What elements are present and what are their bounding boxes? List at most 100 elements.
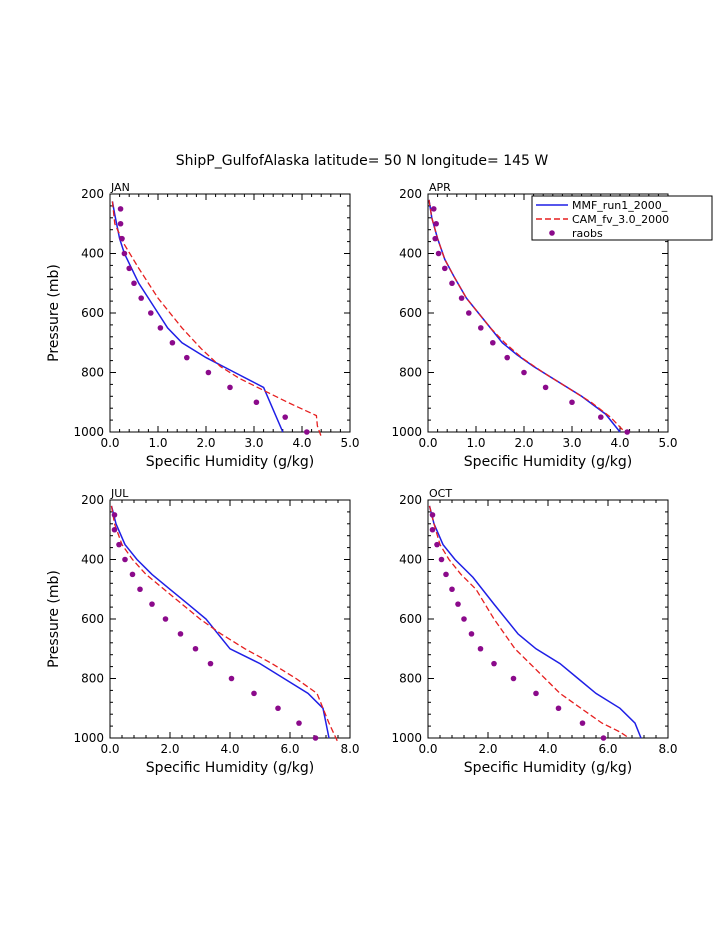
- raobs-point: [466, 310, 472, 316]
- raobs-point: [449, 280, 455, 287]
- raobs-point: [253, 399, 260, 406]
- raobs-point: [131, 280, 137, 287]
- raobs-point: [184, 354, 190, 361]
- raobs-point: [312, 735, 319, 741]
- x-tick-label: 6.0: [598, 742, 617, 756]
- y-axis-title: Pressure (mb): [46, 570, 62, 668]
- x-tick-label: 0.0: [418, 742, 437, 756]
- y-tick-label: 200: [81, 187, 104, 201]
- y-tick-label: 800: [81, 366, 104, 380]
- cam-series-line: [428, 505, 630, 739]
- raobs-point: [455, 601, 461, 607]
- x-tick-label: 2.0: [196, 436, 215, 450]
- y-tick-label: 800: [399, 672, 422, 686]
- raobs-point: [432, 235, 439, 242]
- cam-series-line: [111, 201, 322, 437]
- x-tick-label: 6.0: [280, 742, 299, 756]
- x-tick-label: 4.0: [610, 436, 629, 450]
- panel-label: JAN: [110, 181, 130, 194]
- y-tick-label: 600: [81, 306, 104, 320]
- raobs-point: [478, 325, 484, 331]
- panel-jul: 0.0 2.0 4.0 6.0 8.0 200 400 600 800 1000 JUL Specif…: [46, 487, 360, 776]
- raobs-point: [111, 512, 118, 518]
- x-tick-label: 0.0: [418, 436, 437, 450]
- mmf-series-line: [428, 505, 642, 739]
- raobs-point: [461, 616, 467, 622]
- x-axis-title: Specific Humidity (g/kg): [464, 454, 632, 470]
- raobs-point: [435, 250, 442, 257]
- raobs-point: [510, 675, 517, 682]
- raobs-point: [251, 690, 257, 697]
- cam-series-line: [110, 505, 339, 743]
- panel-oct: 0.0 2.0 4.0 6.0 8.0 200 400 600 800 1000 OCT Specif…: [391, 487, 677, 776]
- raobs-point: [117, 206, 124, 212]
- y-tick-label: 800: [399, 366, 422, 380]
- raobs-point: [282, 414, 289, 420]
- raobs-point: [192, 645, 199, 652]
- raobs-point: [275, 705, 281, 712]
- raobs-point: [122, 556, 128, 563]
- y-tick-label: 1000: [391, 731, 422, 745]
- cam-series-line: [428, 199, 626, 433]
- y-tick-label: 600: [399, 306, 422, 320]
- x-axis-title: Specific Humidity (g/kg): [464, 760, 632, 776]
- x-tick-label: 8.0: [340, 742, 359, 756]
- raobs-point: [458, 295, 465, 301]
- legend-label: MMF_run1_2000_: [572, 199, 668, 212]
- mmf-series-line: [110, 505, 330, 739]
- x-tick-label: 2.0: [514, 436, 533, 450]
- raobs-point: [442, 265, 448, 272]
- y-axis-title: Pressure (mb): [46, 264, 62, 362]
- y-tick-label: 400: [81, 553, 104, 567]
- raobs-point: [116, 541, 122, 548]
- x-tick-label: 1.0: [466, 436, 485, 450]
- y-tick-label: 400: [399, 247, 422, 261]
- y-tick-label: 1000: [73, 425, 104, 439]
- x-tick-label: 0.0: [100, 742, 119, 756]
- raobs-point: [542, 384, 549, 391]
- raobs-point: [490, 339, 496, 346]
- raobs-point: [491, 660, 497, 667]
- raobs-point: [304, 429, 310, 435]
- raobs-point: [228, 675, 235, 682]
- raobs-point: [504, 354, 511, 361]
- raobs-point: [111, 526, 118, 533]
- plot-frame: [109, 499, 351, 739]
- raobs-point: [207, 660, 214, 667]
- raobs-point: [430, 206, 437, 212]
- plot-frame: [109, 193, 351, 433]
- x-tick-label: 5.0: [658, 436, 677, 450]
- y-tick-label: 600: [81, 612, 104, 626]
- x-tick-label: 4.0: [292, 436, 311, 450]
- raobs-point: [138, 295, 144, 301]
- raobs-point: [598, 414, 604, 420]
- raobs-point: [434, 541, 440, 548]
- raobs-point: [579, 720, 586, 726]
- raobs-point: [119, 235, 125, 242]
- x-tick-label: 4.0: [220, 742, 239, 756]
- raobs-point: [443, 571, 449, 578]
- raobs-point: [555, 705, 562, 712]
- raobs-point: [177, 631, 184, 637]
- raobs-point: [205, 369, 212, 376]
- y-tick-label: 200: [399, 187, 422, 201]
- legend-label: raobs: [572, 227, 603, 240]
- raobs-point: [477, 645, 484, 652]
- raobs-point: [148, 310, 154, 316]
- raobs-point: [468, 631, 475, 637]
- raobs-point: [429, 526, 436, 533]
- x-tick-label: 0.0: [100, 436, 119, 450]
- raobs-point: [569, 399, 575, 406]
- raobs-point: [433, 220, 439, 227]
- panel-apr: 0.0 1.0 2.0 3.0 4.0 5.0 200 400 600 800 1000 APR Spe…: [391, 181, 677, 470]
- raobs-point: [296, 720, 302, 726]
- y-tick-label: 400: [399, 553, 422, 567]
- figure-title: ShipP_GulfofAlaska latitude= 50 N longit…: [176, 153, 549, 169]
- raobs-point: [129, 571, 136, 578]
- x-tick-label: 5.0: [340, 436, 359, 450]
- raobs-point: [438, 556, 445, 563]
- y-tick-label: 400: [81, 247, 104, 261]
- y-tick-label: 1000: [391, 425, 422, 439]
